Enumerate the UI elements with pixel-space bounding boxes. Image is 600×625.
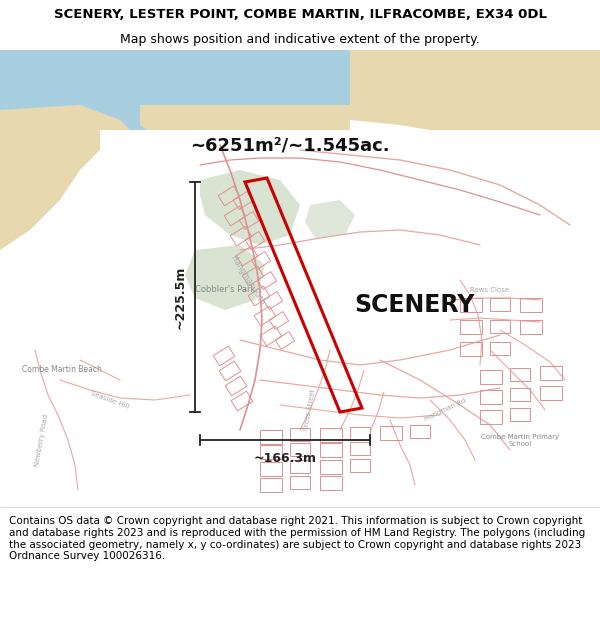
Polygon shape xyxy=(430,50,600,170)
Text: ~225.5m: ~225.5m xyxy=(174,265,187,329)
Text: Hangman Path: Hangman Path xyxy=(229,254,267,306)
Text: Cross Street: Cross Street xyxy=(304,389,317,431)
Text: Seaside Hill: Seaside Hill xyxy=(90,390,130,410)
Polygon shape xyxy=(0,50,80,150)
Text: Cobbler's Park: Cobbler's Park xyxy=(195,286,255,294)
Polygon shape xyxy=(185,245,265,310)
Polygon shape xyxy=(0,130,600,507)
Text: Map shows position and indicative extent of the property.: Map shows position and indicative extent… xyxy=(120,32,480,46)
Text: Rews Close: Rews Close xyxy=(470,287,509,293)
Text: ~166.3m: ~166.3m xyxy=(254,452,317,465)
Text: SCENERY: SCENERY xyxy=(355,293,475,317)
Text: Combe Martin Primary
School: Combe Martin Primary School xyxy=(481,434,559,446)
Polygon shape xyxy=(0,105,150,430)
Text: Newberry Road: Newberry Road xyxy=(34,413,50,467)
Text: Combe Martin Beach: Combe Martin Beach xyxy=(22,366,102,374)
Polygon shape xyxy=(305,200,355,238)
Text: ~6251m²/~1.545ac.: ~6251m²/~1.545ac. xyxy=(190,136,390,154)
Polygon shape xyxy=(0,50,600,160)
Text: Hangman Rd: Hangman Rd xyxy=(423,398,467,422)
Polygon shape xyxy=(200,170,300,245)
Text: SCENERY, LESTER POINT, COMBE MARTIN, ILFRACOMBE, EX34 0DL: SCENERY, LESTER POINT, COMBE MARTIN, ILF… xyxy=(53,8,547,21)
Text: Contains OS data © Crown copyright and database right 2021. This information is : Contains OS data © Crown copyright and d… xyxy=(9,516,585,561)
Polygon shape xyxy=(140,105,350,142)
Polygon shape xyxy=(350,50,600,180)
